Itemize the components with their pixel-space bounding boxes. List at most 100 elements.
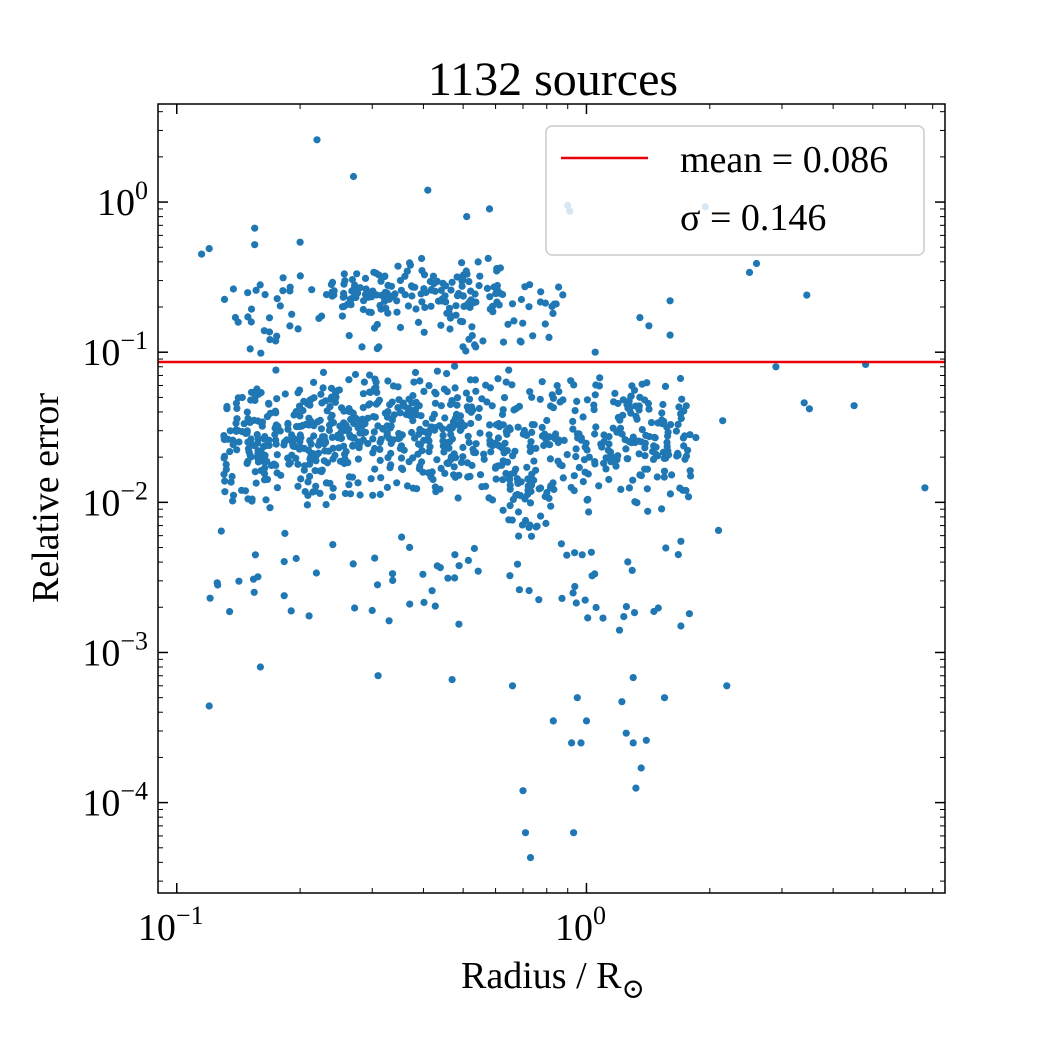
- scatter-point: [511, 465, 520, 473]
- scatter-point: [418, 267, 426, 275]
- scatter-point: [523, 431, 531, 439]
- scatter-point: [455, 562, 463, 570]
- scatter-point: [480, 450, 488, 458]
- scatter-point: [509, 495, 517, 504]
- scatter-point: [585, 508, 593, 516]
- scatter-point: [300, 397, 308, 405]
- scatter-point: [546, 441, 554, 449]
- scatter-point: [468, 332, 476, 340]
- scatter-point: [468, 461, 476, 470]
- scatter-point: [415, 465, 423, 473]
- scatter-point: [439, 431, 447, 439]
- scatter-point: [313, 136, 321, 144]
- scatter-point: [272, 440, 280, 448]
- scatter-point: [304, 478, 312, 486]
- scatter-point: [651, 434, 659, 442]
- scatter-point: [447, 286, 455, 294]
- scatter-point: [714, 526, 723, 535]
- scatter-point: [361, 420, 369, 428]
- scatter-point: [312, 457, 320, 465]
- scatter-point: [662, 544, 670, 552]
- scatter-point: [373, 388, 381, 396]
- scatter-point: [252, 286, 260, 294]
- scatter-point: [296, 431, 304, 439]
- scatter-point: [418, 254, 426, 263]
- scatter-point: [552, 430, 560, 438]
- scatter-point: [342, 448, 350, 456]
- scatter-point: [372, 269, 380, 277]
- scatter-point: [431, 399, 439, 407]
- scatter-point: [555, 283, 563, 291]
- scatter-point: [555, 388, 563, 396]
- scatter-point: [637, 764, 645, 772]
- scatter-point: [571, 407, 579, 415]
- scatter-point: [217, 527, 225, 535]
- scatter-point: [349, 560, 357, 568]
- scatter-point: [233, 404, 241, 412]
- scatter-point: [485, 205, 494, 213]
- scatter-point: [266, 336, 274, 344]
- scatter-point: [600, 459, 608, 467]
- scatter-point: [428, 587, 436, 595]
- scatter-point: [444, 460, 452, 468]
- scatter-point: [446, 423, 454, 431]
- scatter-point: [631, 498, 639, 506]
- scatter-point: [336, 422, 344, 430]
- scatter-point: [286, 322, 294, 330]
- scatter-point: [283, 436, 291, 444]
- scatter-point: [205, 245, 213, 253]
- scatter-point: [630, 609, 639, 617]
- scatter-point: [366, 371, 374, 379]
- scatter-point: [666, 331, 674, 339]
- scatter-point: [616, 424, 625, 432]
- scatter-point: [549, 309, 557, 317]
- scatter-point: [559, 474, 567, 482]
- scatter-point: [223, 402, 231, 411]
- scatter-point: [663, 423, 671, 431]
- scatter-point: [340, 442, 348, 450]
- scatter-point: [494, 375, 502, 383]
- y-tick-label: 10−2: [82, 476, 148, 524]
- scatter-point: [260, 435, 268, 443]
- scatter-point: [499, 506, 507, 514]
- scatter-point: [552, 300, 560, 308]
- scatter-point: [672, 427, 681, 435]
- scatter-point: [396, 323, 405, 332]
- scatter-point: [294, 389, 302, 397]
- scatter-point: [636, 314, 644, 322]
- scatter-point: [490, 283, 498, 291]
- x-tick-label: 10−1: [138, 901, 204, 949]
- scatter-point: [472, 298, 480, 306]
- scatter-point: [619, 411, 627, 419]
- scatter-point: [591, 570, 599, 578]
- scatter-point: [630, 386, 639, 394]
- scatter-point: [431, 483, 439, 491]
- scatter-point: [464, 556, 472, 565]
- scatter-point: [325, 426, 333, 435]
- plot-frame: [157, 103, 946, 894]
- scatter-point: [448, 278, 456, 286]
- scatter-point: [643, 465, 652, 473]
- scatter-point: [428, 414, 436, 422]
- scatter-point: [265, 441, 273, 450]
- scatter-point: [686, 431, 694, 439]
- scatter-point: [406, 543, 414, 552]
- scatter-point: [591, 391, 599, 399]
- scatter-point: [518, 521, 527, 529]
- scatter-point: [256, 281, 264, 289]
- scatter-point: [366, 388, 374, 396]
- scatter-point: [503, 447, 511, 455]
- scatter-point: [427, 302, 435, 310]
- scatter-point: [453, 401, 461, 409]
- scatter-point: [368, 606, 376, 615]
- scatter-point: [296, 272, 304, 280]
- scatter-point: [254, 458, 262, 466]
- scatter-point: [579, 478, 587, 486]
- scatter-point: [312, 482, 320, 490]
- scatter-point: [273, 451, 281, 459]
- scatter-point: [425, 382, 433, 390]
- scatter-point: [398, 533, 406, 541]
- scatter-point: [568, 739, 576, 747]
- scatter-point: [289, 441, 297, 449]
- scatter-point: [403, 482, 412, 490]
